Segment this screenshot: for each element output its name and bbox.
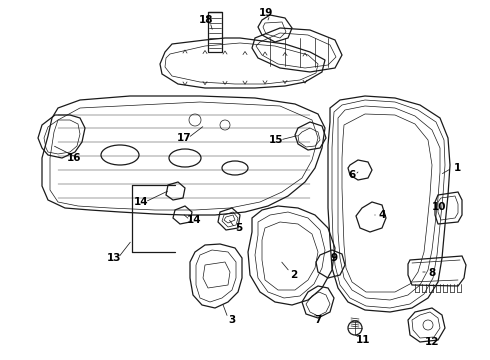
Text: 6: 6 bbox=[348, 170, 356, 180]
Text: 15: 15 bbox=[269, 135, 283, 145]
Text: 17: 17 bbox=[177, 133, 191, 143]
Text: 8: 8 bbox=[428, 268, 436, 278]
Text: 4: 4 bbox=[378, 210, 386, 220]
Text: 19: 19 bbox=[259, 8, 273, 18]
Text: 14: 14 bbox=[134, 197, 148, 207]
Text: 9: 9 bbox=[330, 253, 338, 263]
Text: 12: 12 bbox=[425, 337, 439, 347]
Text: 5: 5 bbox=[235, 223, 243, 233]
Text: 14: 14 bbox=[187, 215, 201, 225]
Text: 1: 1 bbox=[453, 163, 461, 173]
Text: 13: 13 bbox=[107, 253, 121, 263]
Text: 16: 16 bbox=[67, 153, 81, 163]
Text: 18: 18 bbox=[199, 15, 213, 25]
Text: 10: 10 bbox=[432, 202, 446, 212]
Text: 11: 11 bbox=[356, 335, 370, 345]
Text: 2: 2 bbox=[291, 270, 297, 280]
Text: 3: 3 bbox=[228, 315, 236, 325]
Text: 7: 7 bbox=[314, 315, 322, 325]
